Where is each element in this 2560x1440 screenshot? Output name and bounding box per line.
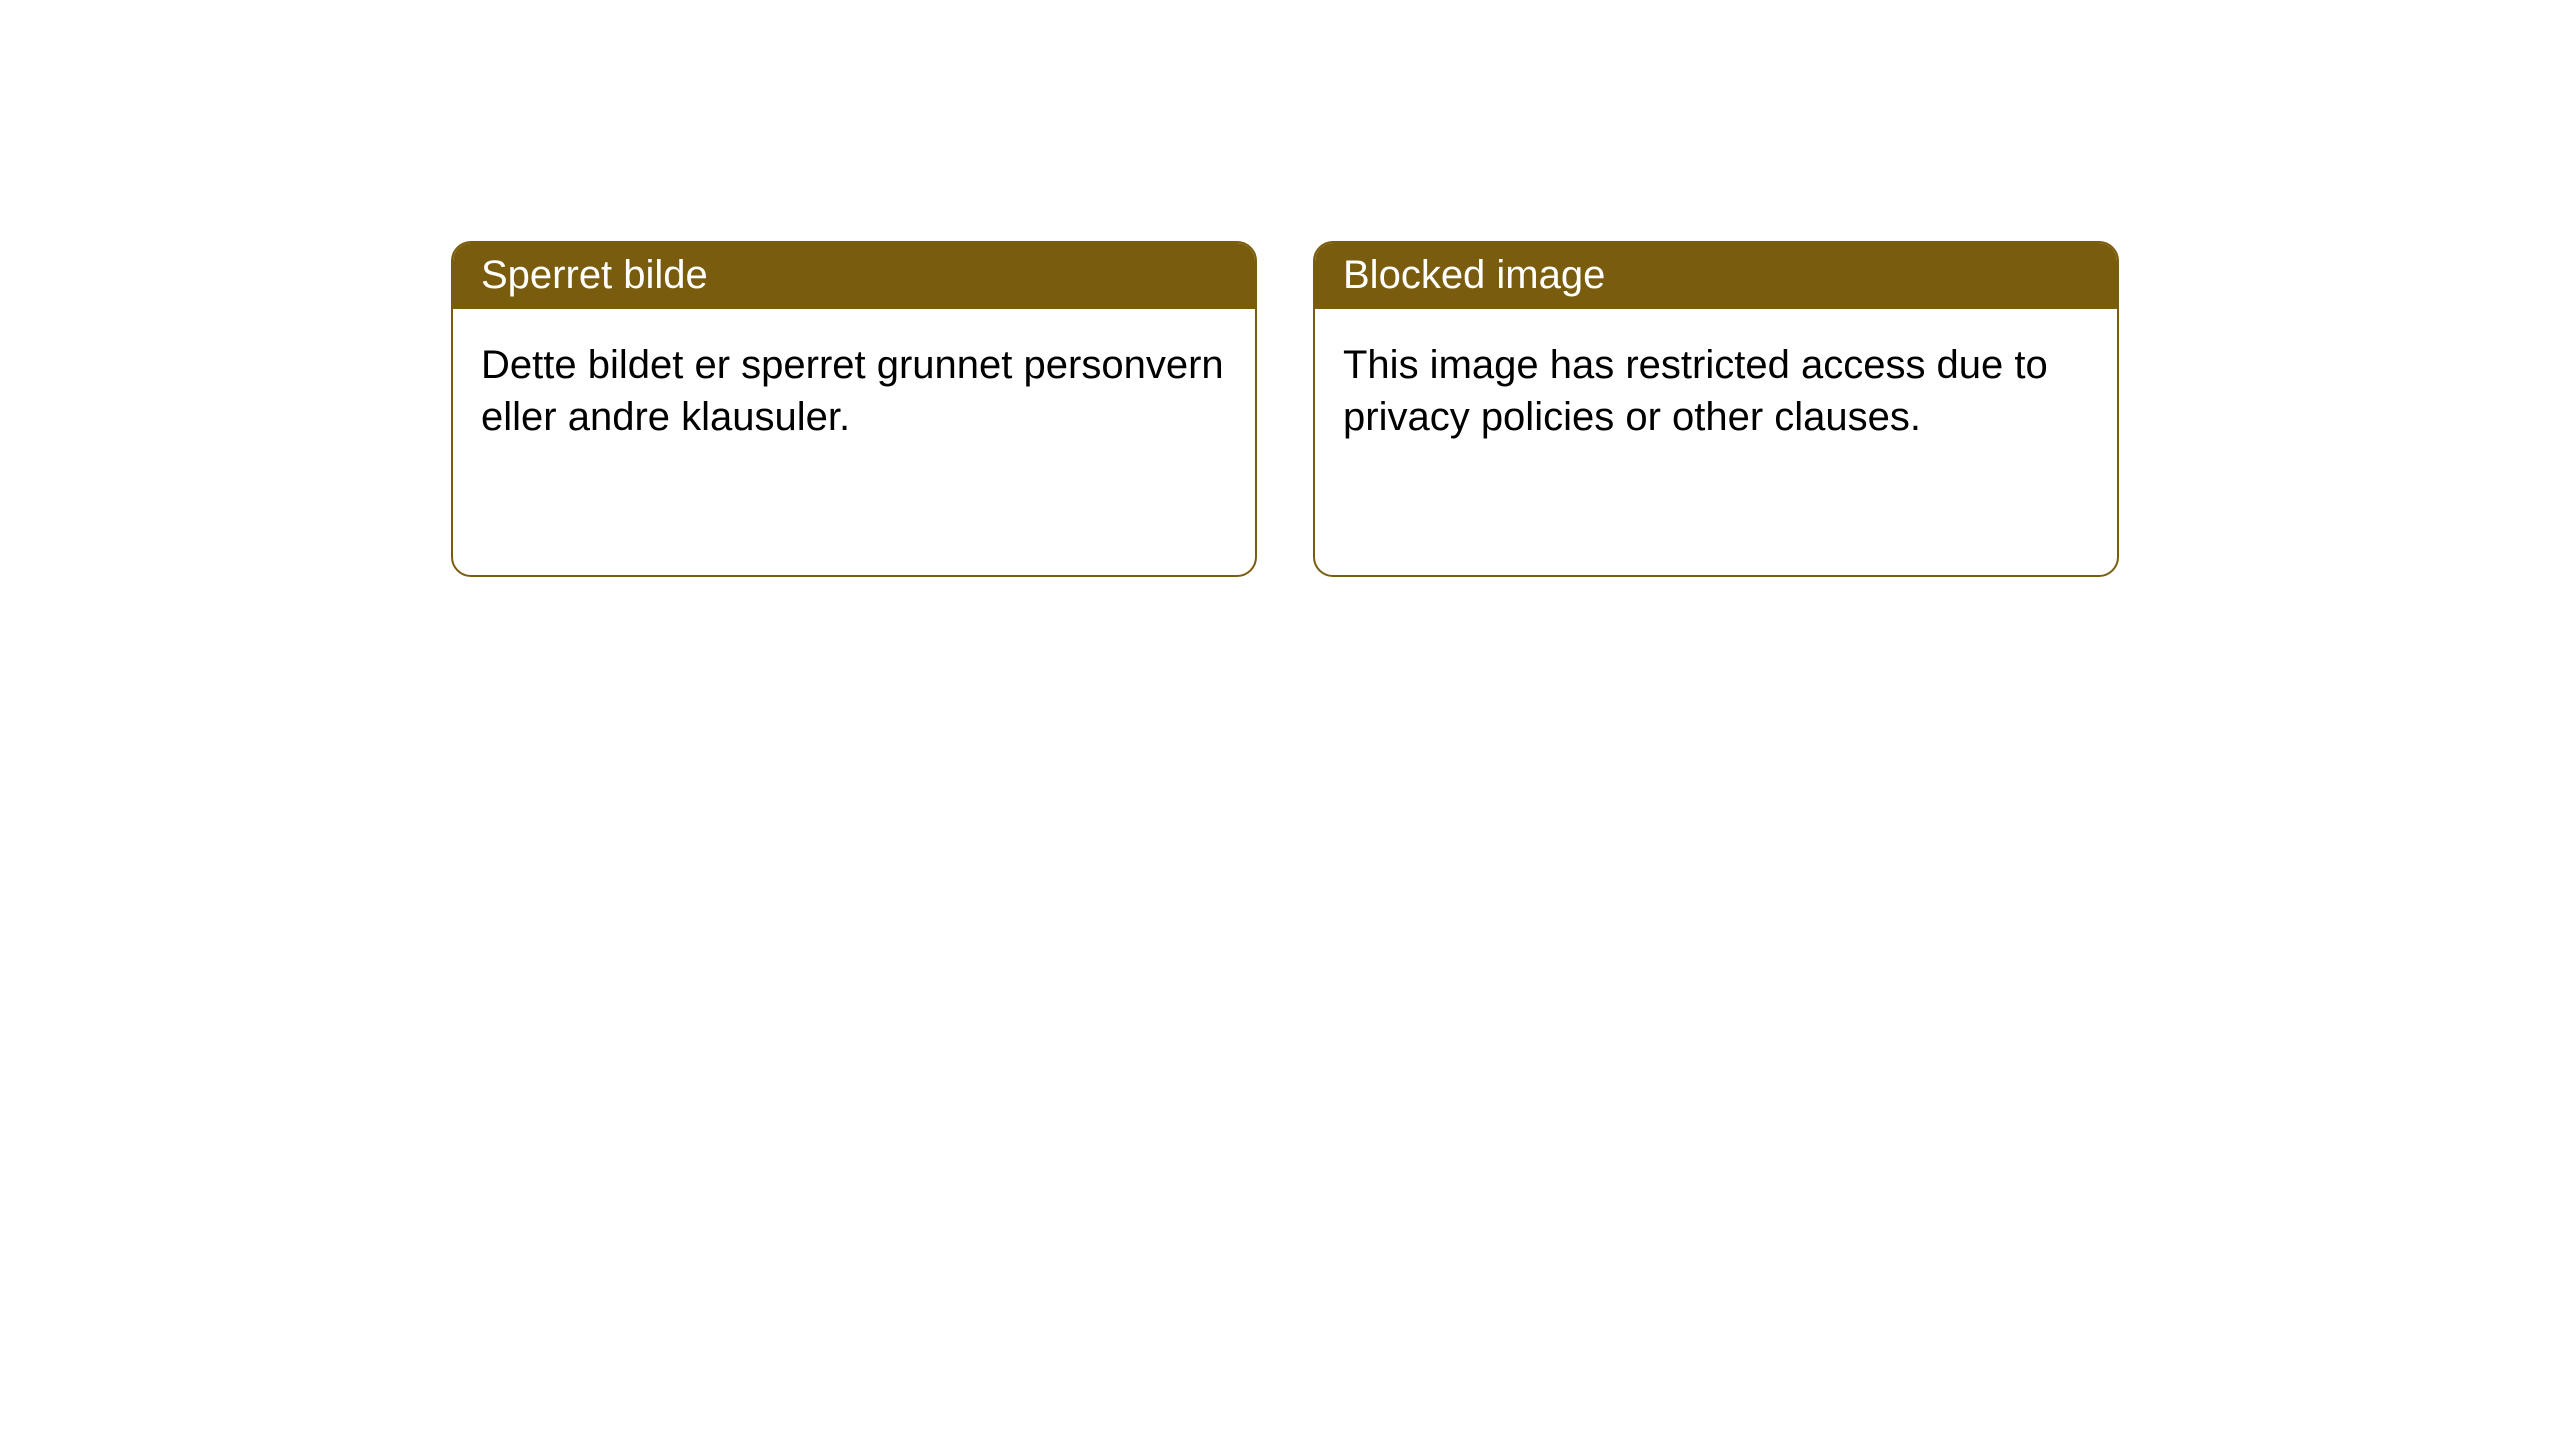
- card-header: Blocked image: [1315, 243, 2117, 309]
- card-title: Blocked image: [1343, 253, 1605, 297]
- card-body-text: Dette bildet er sperret grunnet personve…: [481, 343, 1224, 439]
- card-body-text: This image has restricted access due to …: [1343, 343, 2048, 439]
- card-header: Sperret bilde: [453, 243, 1255, 309]
- card-body: Dette bildet er sperret grunnet personve…: [453, 309, 1255, 473]
- card-body: This image has restricted access due to …: [1315, 309, 2117, 473]
- blocked-image-card-en: Blocked image This image has restricted …: [1313, 241, 2119, 577]
- blocked-image-card-no: Sperret bilde Dette bildet er sperret gr…: [451, 241, 1257, 577]
- card-title: Sperret bilde: [481, 253, 708, 297]
- cards-container: Sperret bilde Dette bildet er sperret gr…: [451, 241, 2560, 577]
